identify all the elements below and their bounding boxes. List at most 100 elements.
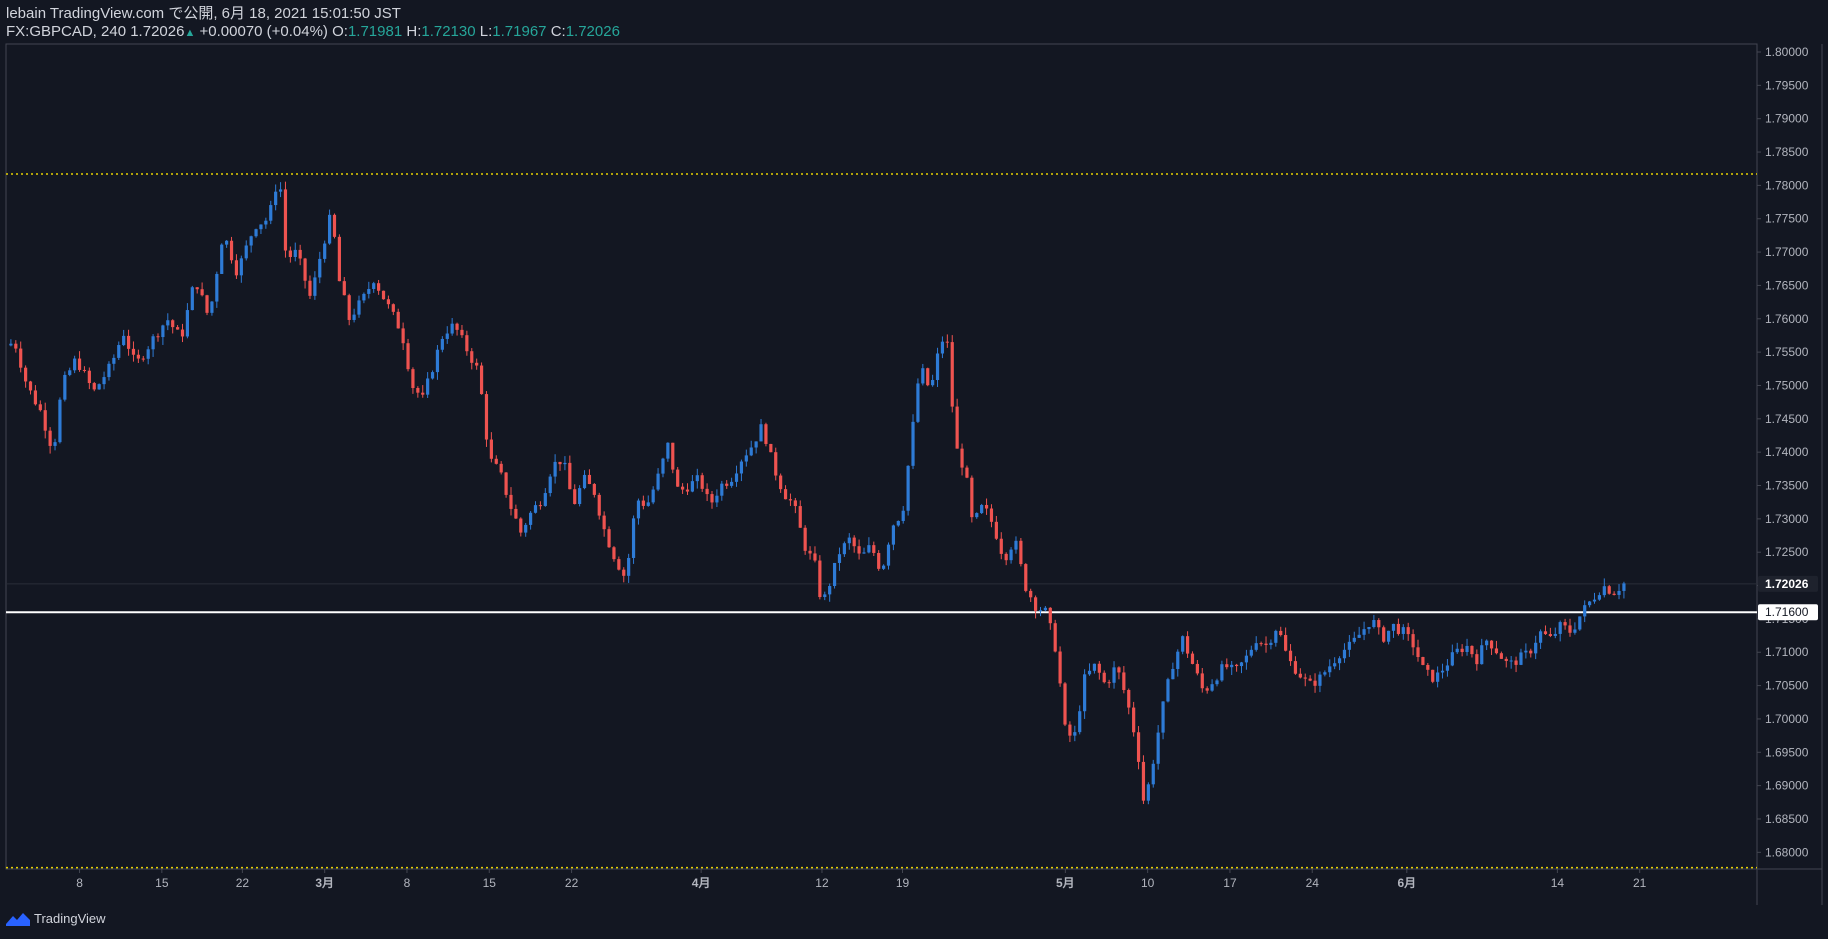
candle-up [916, 383, 920, 422]
candle-up [1622, 583, 1626, 591]
candle-down [205, 295, 209, 313]
candle-down [641, 500, 645, 506]
candle-down [857, 546, 861, 554]
candle-down [337, 236, 341, 282]
candle-down [156, 336, 160, 338]
candle-down [1259, 643, 1263, 645]
candle-down [1431, 669, 1435, 682]
candle-up [734, 473, 739, 482]
candle-up [249, 236, 253, 246]
candle-down [1200, 673, 1204, 689]
candle-up [1573, 629, 1577, 633]
candle-down [381, 290, 386, 300]
candle-up [901, 510, 905, 521]
candle-down [38, 404, 42, 411]
candle-up [1043, 607, 1047, 611]
candle-up [1230, 664, 1234, 668]
high-label: H: [406, 23, 422, 40]
candle-down [126, 335, 131, 349]
candle-down [175, 327, 180, 330]
candle-down [141, 358, 145, 360]
candle-down [725, 483, 729, 486]
candle-down [33, 390, 38, 405]
candle-up [1480, 645, 1484, 665]
candle-down [573, 489, 577, 504]
candle-down [377, 283, 381, 291]
candle-up [1352, 637, 1356, 642]
candle-down [1097, 663, 1101, 673]
candle-down [1004, 553, 1008, 561]
candle-down [783, 489, 788, 500]
candle-up [1087, 670, 1092, 675]
candle-down [1382, 627, 1386, 642]
candle-up [112, 357, 116, 364]
candle-down [332, 214, 337, 237]
candle-up [896, 520, 900, 526]
candle-up [9, 343, 13, 346]
candle-down [1024, 564, 1028, 591]
candle-up [117, 345, 121, 358]
candle-down [1426, 664, 1430, 670]
candle-down [470, 351, 474, 363]
candle-up [749, 447, 753, 456]
candle-up [1254, 643, 1258, 650]
candle-down [1019, 540, 1023, 565]
candle-up [58, 399, 62, 443]
candle-down [421, 392, 425, 395]
candle-up [1239, 662, 1244, 667]
candle-down [1279, 630, 1283, 636]
candle-down [1499, 653, 1503, 659]
candle-down [1396, 623, 1400, 634]
candle-down [1288, 650, 1293, 662]
candle-down [1053, 623, 1057, 652]
candle-up [847, 537, 851, 544]
candle-down [396, 311, 400, 329]
price-tick-label: 1.74000 [1765, 445, 1809, 459]
last-price-label: 1.72026 [1765, 577, 1809, 591]
time-axis[interactable]: 8 15 22 3月 8 15 22 4月 12 19 5月 10 17 24 6月 14 21 [76, 869, 1647, 890]
price-tick-label: 1.75000 [1765, 378, 1809, 392]
price-tick-label: 1.70000 [1765, 712, 1809, 726]
candle-down [229, 240, 234, 261]
candle-up [1588, 601, 1592, 606]
candle-down [1205, 688, 1209, 691]
candle-down [288, 250, 292, 257]
candle-down [872, 545, 876, 553]
candle-up [450, 323, 454, 334]
candle-down [303, 258, 307, 281]
candle-down [592, 484, 596, 495]
candle-down [77, 358, 82, 370]
candle-down [1308, 678, 1312, 681]
price-tick-label: 1.69500 [1765, 745, 1809, 759]
time-tick-label: 12 [815, 876, 829, 890]
candle-down [1460, 648, 1464, 653]
candle-down [955, 406, 959, 449]
candle-down [671, 442, 675, 470]
candle-down [1568, 625, 1572, 633]
candle-up [269, 205, 273, 221]
candle-down [612, 547, 616, 560]
candle-down [1136, 732, 1141, 762]
time-tick-label: 19 [896, 876, 910, 890]
candle-up [1323, 672, 1327, 675]
candle-up [1249, 649, 1253, 656]
candle-down [676, 469, 680, 487]
candle-down [494, 458, 498, 464]
candle-up [528, 512, 533, 525]
candle-up [754, 441, 758, 448]
candle-up [867, 545, 871, 553]
candle-up [1269, 642, 1273, 645]
candle-up [440, 338, 444, 350]
candle-up [1485, 640, 1489, 646]
price-tick-label: 1.75500 [1765, 345, 1809, 359]
candle-up [548, 476, 552, 494]
candle-up [1386, 630, 1391, 642]
candle-down [984, 504, 989, 509]
ohlc-legend: FX:GBPCAD, 240 1.72026▲ +0.00070 (+0.04%… [6, 23, 620, 42]
price-axis[interactable]: 1.80000 1.79500 1.79000 1.78500 1.78000 1.775… [1757, 45, 1809, 859]
candle-up [161, 325, 165, 338]
candle-up [430, 372, 435, 379]
candle-down [1063, 683, 1067, 725]
footer-branding[interactable]: TradingView [6, 911, 106, 926]
